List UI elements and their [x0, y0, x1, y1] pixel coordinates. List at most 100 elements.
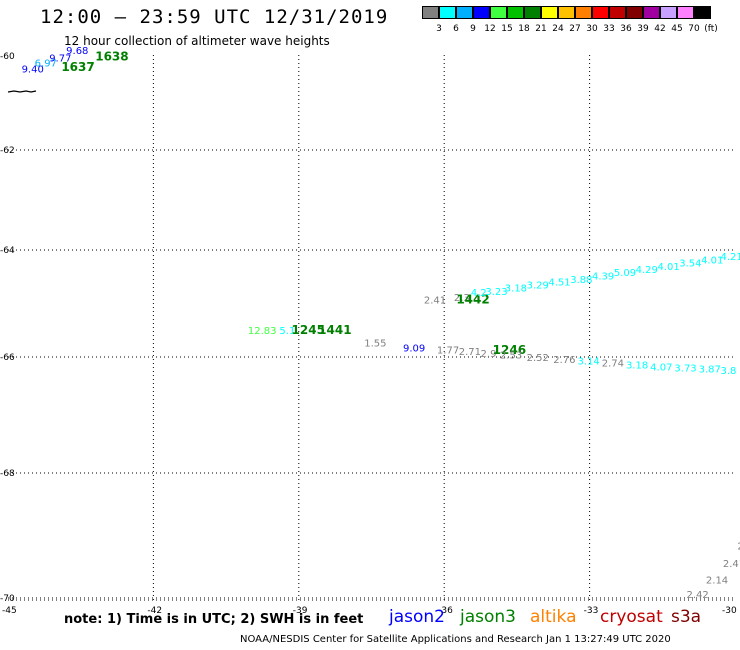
colorbar-swatch	[541, 6, 558, 19]
wave-height-label: 9.68	[66, 46, 88, 57]
colorbar-label: 30	[586, 24, 598, 34]
colorbar-label: 24	[552, 24, 564, 34]
lat-tick-label: -62	[0, 146, 15, 156]
wave-height-label: 5.09	[614, 268, 636, 279]
wave-height-label: 2.42	[687, 590, 709, 601]
colorbar-swatch	[524, 6, 541, 19]
colorbar-label: 42	[654, 24, 666, 34]
pass-time-label: 1441	[318, 323, 351, 337]
map-grid	[8, 55, 736, 601]
colorbar-swatch	[694, 6, 711, 19]
pass-time-label: 1637	[61, 60, 94, 74]
wave-height-label: 4.01	[657, 262, 679, 273]
wave-height-label: 4.07	[650, 362, 672, 373]
wave-height-label: 3.73	[674, 364, 696, 375]
wave-height-label: 2.52	[527, 353, 549, 364]
wave-height-label: 12.83	[248, 326, 277, 337]
wave-height-label: 2.41	[424, 296, 446, 307]
lon-tick-label: -45	[2, 606, 17, 616]
colorbar-label: 6	[453, 24, 459, 34]
pass-time-label: 1638	[95, 50, 128, 64]
wave-height-label: 3.87	[699, 365, 721, 376]
satellite-legend-jason2: jason2	[389, 607, 445, 627]
wave-height-label: 1.77	[437, 345, 459, 356]
colorbar-swatch	[592, 6, 609, 19]
wave-height-label: 3.23	[485, 287, 507, 298]
coastline-island	[7, 90, 37, 93]
wave-height-label: 5.1	[279, 326, 295, 337]
wave-height-label: 4.2	[471, 288, 487, 299]
satellite-legend-altika: altika	[530, 607, 577, 627]
colorbar-swatch	[456, 6, 473, 19]
colorbar-swatch	[422, 6, 439, 19]
colorbar-label: 15	[501, 24, 513, 34]
wave-height-label: 1.55	[364, 338, 386, 349]
pass-time-label: 1246	[493, 343, 526, 357]
colorbar-label: 12	[484, 24, 496, 34]
wave-height-label: 4.51	[548, 277, 570, 288]
map-subtitle: 12 hour collection of altimeter wave hei…	[64, 34, 330, 48]
colorbar-label: 9	[470, 24, 476, 34]
lat-tick-label: -60	[0, 52, 15, 62]
wave-height-label: 4.01	[701, 255, 723, 266]
colorbar-label: 70	[688, 24, 700, 34]
colorbar-swatch	[626, 6, 643, 19]
pass-time-label: 1245	[292, 323, 325, 337]
wave-height-label: 3.18	[626, 361, 648, 372]
wave-height-label: 6.97	[35, 58, 57, 69]
wave-height-label: 9.40	[22, 64, 44, 75]
lon-tick-label: -33	[584, 606, 599, 616]
wave-height-label: 4.21	[720, 252, 740, 263]
axis-tick-labels: -45 -42 -39 -36 -33 -30 -60 -62 -64 -66 -68 -70	[0, 52, 737, 616]
lat-tick-label: -70	[0, 594, 15, 604]
satellite-legend-cryosat: cryosat	[600, 607, 663, 627]
satellite-legend-s3a: s3a	[671, 607, 702, 627]
map-title: 12:00 – 23:59 UTC 12/31/2019	[40, 6, 389, 28]
wave-height-label: 2.74	[602, 358, 624, 369]
wave-height-label: 2	[737, 541, 740, 552]
lat-tick-label: -68	[0, 469, 15, 479]
colorbar-label: 36	[620, 24, 632, 34]
wave-height-label: 4.39	[592, 271, 614, 282]
colorbar-swatch	[439, 6, 456, 19]
lon-tick-label: -42	[147, 606, 162, 616]
satellite-legend-jason3: jason3	[460, 607, 516, 627]
wave-height-label: 2.71	[459, 347, 481, 358]
wave-height-label: 2.41	[723, 559, 740, 570]
wave-height-label: 4.29	[636, 265, 658, 276]
lat-tick-label: -66	[0, 353, 15, 363]
lat-tick-label: -64	[0, 246, 15, 256]
wave-height-label: 3.29	[527, 281, 549, 292]
lon-tick-label: -39	[293, 606, 308, 616]
colorbar-swatch	[490, 6, 507, 19]
units-note: note: 1) Time is in UTC; 2) SWH is in fe…	[64, 612, 364, 627]
wave-height-label: 2.3	[454, 293, 470, 304]
island-coastline	[7, 90, 37, 93]
wave-height-label: 3.88	[570, 275, 592, 286]
wave-height-label: 9.77	[49, 54, 71, 65]
colorbar-swatch	[609, 6, 626, 19]
pass-time-label: 1442	[456, 293, 489, 307]
colorbar-swatch	[575, 6, 592, 19]
wave-height-label: 2.76	[553, 355, 575, 366]
colorbar-label: 27	[569, 24, 581, 34]
colorbar-swatch	[507, 6, 524, 19]
lon-tick-label: -30	[722, 606, 737, 616]
colorbar-label: 33	[603, 24, 615, 34]
credit-footer: NOAA/NESDIS Center for Satellite Applica…	[240, 634, 671, 645]
wave-height-label: 3.54	[679, 259, 701, 270]
colorbar-swatch	[660, 6, 677, 19]
wave-height-label: 3.18	[505, 284, 527, 295]
colorbar-swatch	[677, 6, 694, 19]
wave-height-label: 3.14	[577, 357, 599, 368]
colorbar-label: 39	[637, 24, 649, 34]
wave-height-label: 9.09	[403, 344, 425, 355]
colorbar-swatch	[558, 6, 575, 19]
lon-tick-label: -36	[438, 606, 453, 616]
wave-height-label: 3.8	[720, 366, 736, 377]
wave-height-label: 2.9	[481, 349, 497, 360]
colorbar-swatch	[473, 6, 490, 19]
wave-height-label: 2.14	[706, 576, 728, 587]
